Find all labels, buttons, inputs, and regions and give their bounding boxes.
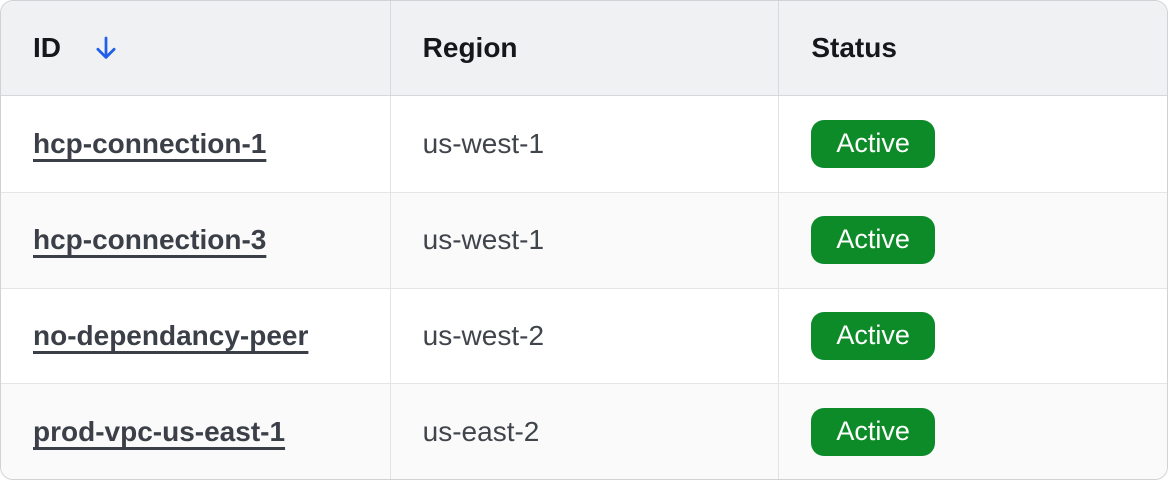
- status-badge: Active: [811, 311, 935, 360]
- table-row: hcp-connection-3 us-west-1 Active: [1, 191, 1167, 288]
- column-header-status-label: Status: [811, 32, 897, 63]
- connection-link[interactable]: hcp-connection-3: [33, 224, 267, 256]
- column-header-region-label: Region: [422, 32, 518, 63]
- status-badge: Active: [811, 407, 935, 456]
- id-cell: no-dependancy-peer: [1, 289, 390, 384]
- region-cell: us-west-1: [389, 192, 779, 288]
- table-row: no-dependancy-peer us-west-2 Active: [1, 287, 1167, 384]
- table-row: prod-vpc-us-east-1 us-east-2 Active: [1, 383, 1167, 479]
- status-cell: Active: [778, 192, 1167, 288]
- region-value: us-west-1: [422, 224, 545, 256]
- status-badge: Active: [811, 216, 935, 265]
- status-badge: Active: [811, 119, 935, 168]
- column-header-status: Status: [778, 1, 1167, 95]
- table-row: hcp-connection-1 us-west-1 Active: [1, 96, 1167, 192]
- region-cell: us-east-2: [389, 384, 779, 479]
- column-header-region: Region: [389, 1, 779, 95]
- id-cell: hcp-connection-3: [1, 193, 390, 288]
- connection-link[interactable]: hcp-connection-1: [33, 127, 267, 159]
- region-value: us-east-2: [422, 415, 540, 447]
- table-header-row: ID Region Status: [1, 1, 1167, 96]
- status-cell: Active: [778, 96, 1167, 192]
- region-value: us-west-2: [422, 319, 545, 351]
- column-header-id-label: ID: [33, 32, 61, 63]
- status-cell: Active: [778, 288, 1167, 384]
- arrow-down-icon: [91, 33, 121, 63]
- region-cell: us-west-1: [389, 96, 779, 192]
- region-value: us-west-1: [422, 127, 545, 159]
- connection-link[interactable]: no-dependancy-peer: [33, 319, 309, 351]
- id-cell: hcp-connection-1: [1, 96, 390, 192]
- region-cell: us-west-2: [389, 288, 779, 384]
- id-cell: prod-vpc-us-east-1: [1, 384, 390, 479]
- connection-link[interactable]: prod-vpc-us-east-1: [33, 415, 286, 447]
- status-cell: Active: [778, 384, 1167, 479]
- column-header-id[interactable]: ID: [1, 1, 390, 95]
